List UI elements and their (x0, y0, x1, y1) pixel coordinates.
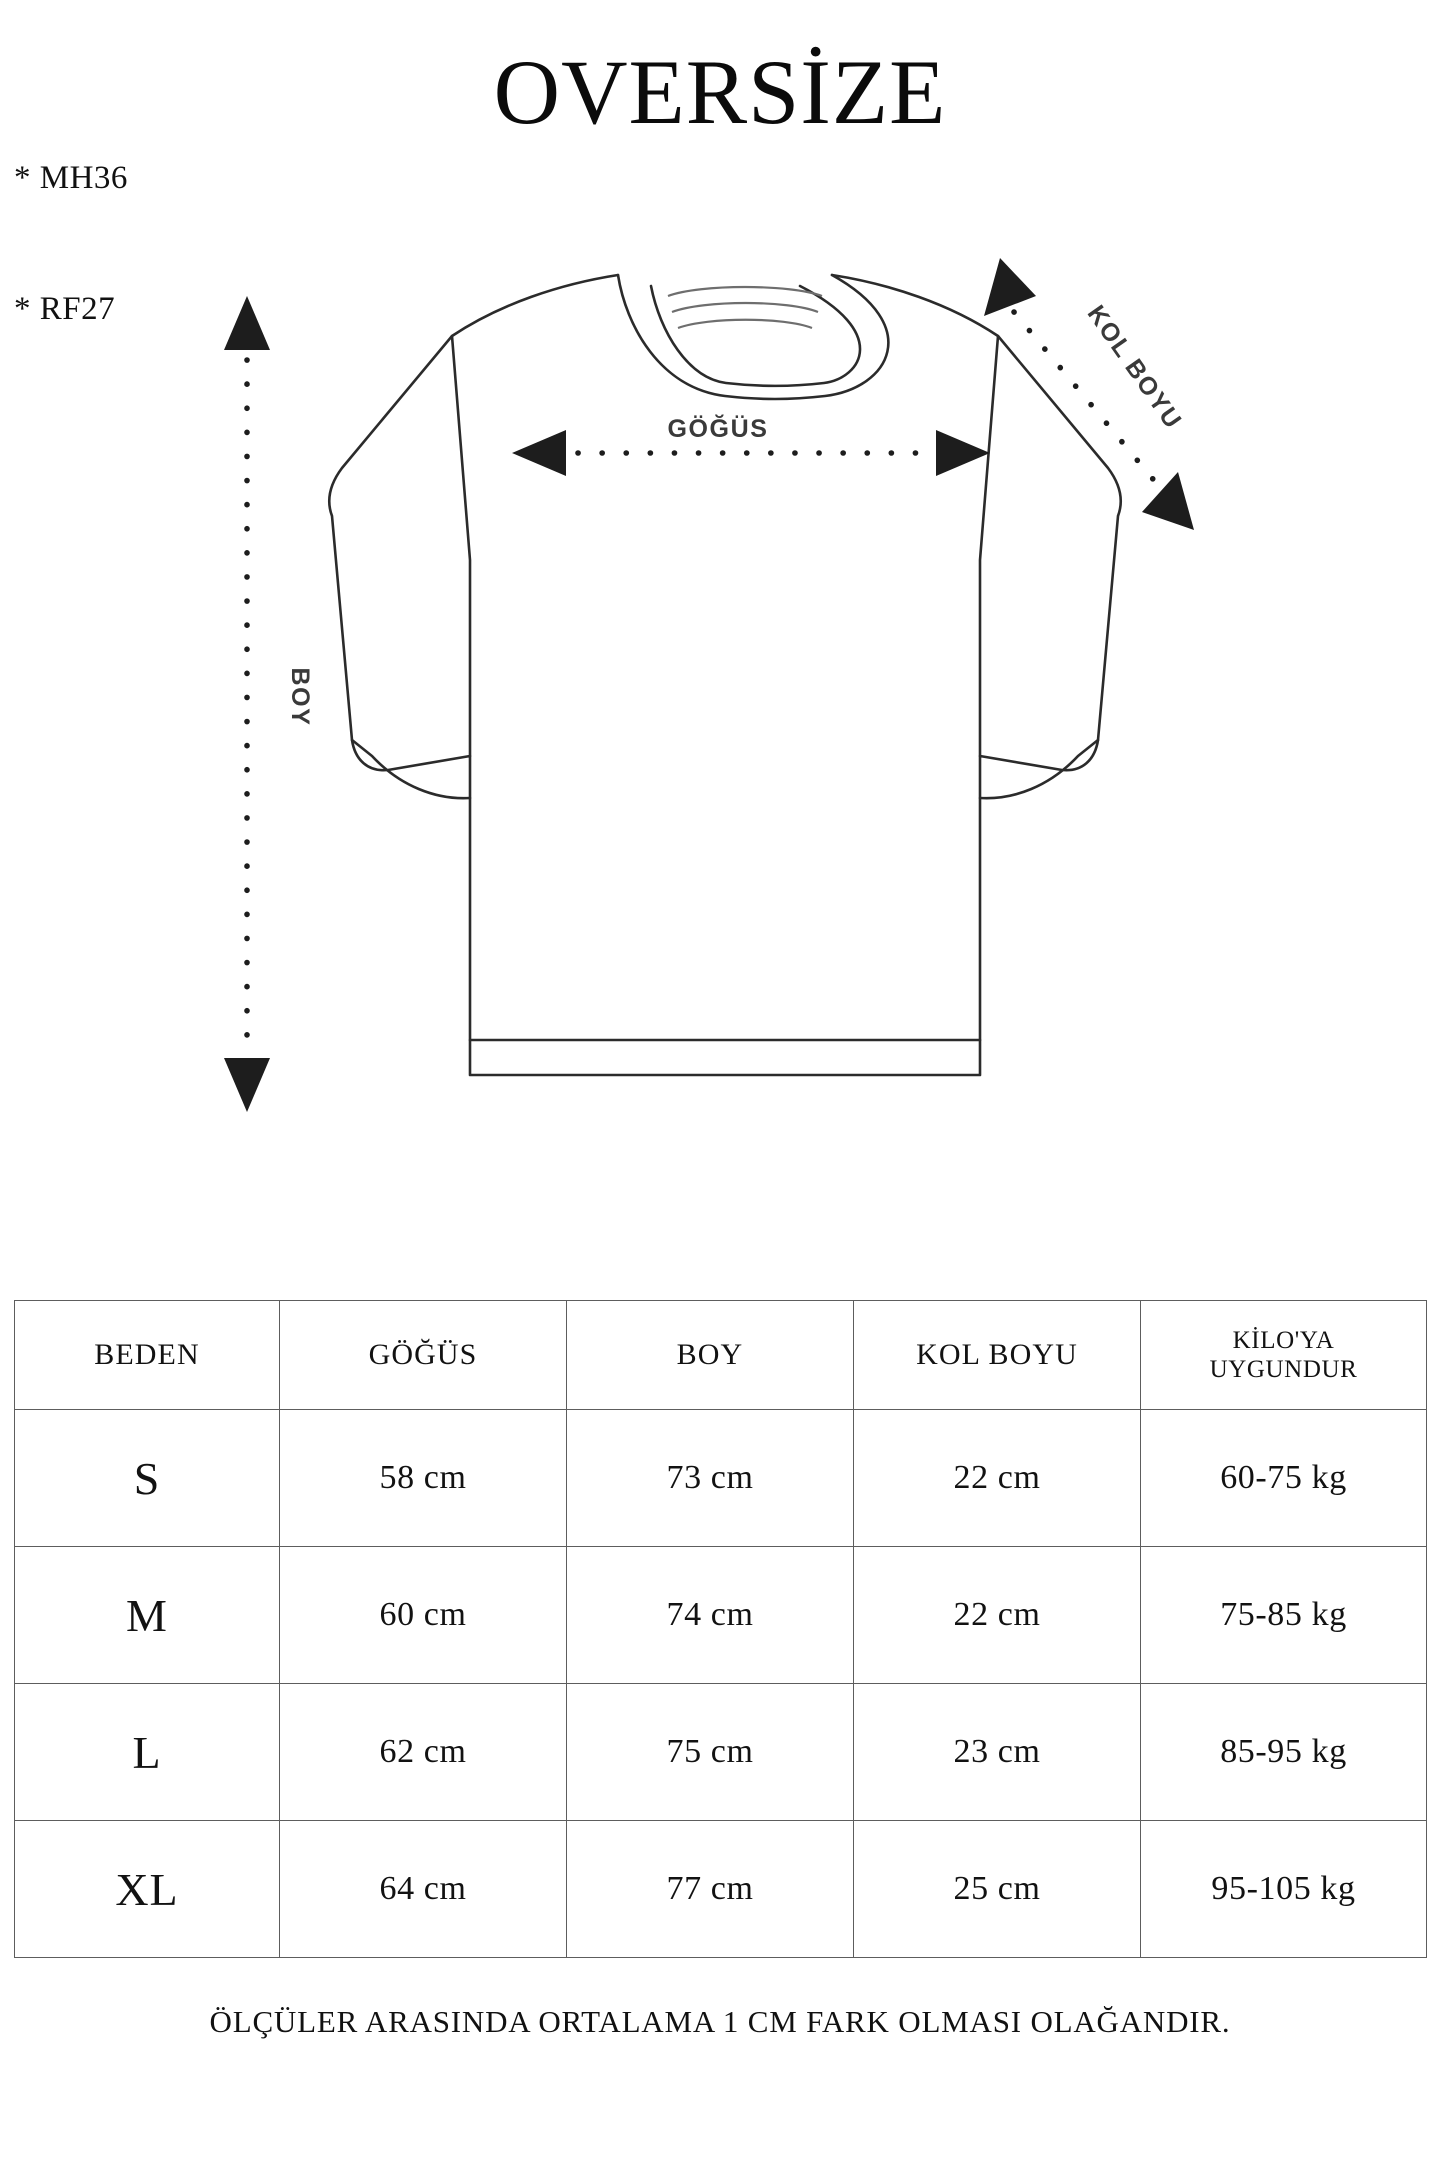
table-row: XL 64 cm 77 cm 25 cm 95-105 kg (14, 1820, 1427, 1958)
cell-gogus: 58 cm (279, 1409, 567, 1547)
cell-boy: 73 cm (566, 1409, 854, 1547)
cell-beden: XL (14, 1820, 280, 1958)
product-code-1: * MH36 (14, 160, 128, 197)
table-row: S 58 cm 73 cm 22 cm 60-75 kg (14, 1409, 1427, 1547)
cell-boy: 77 cm (566, 1820, 854, 1958)
product-code-list: * MH36 * RF27 (14, 70, 128, 418)
cell-kilo: 75-85 kg (1140, 1546, 1427, 1684)
cell-boy: 74 cm (566, 1546, 854, 1684)
cell-kilo: 60-75 kg (1140, 1409, 1427, 1547)
table-row: M 60 cm 74 cm 22 cm 75-85 kg (14, 1546, 1427, 1684)
cell-beden: M (14, 1546, 280, 1684)
table-row: L 62 cm 75 cm 23 cm 85-95 kg (14, 1683, 1427, 1821)
cell-beden: S (14, 1409, 280, 1547)
tshirt-measurement-diagram: BOY (0, 200, 1440, 1290)
cell-boy: 75 cm (566, 1683, 854, 1821)
column-header-kilo-uygundur: KİLO'YA UYGUNDUR (1140, 1300, 1427, 1410)
cell-kol-boyu: 22 cm (853, 1409, 1141, 1547)
product-code-2: * RF27 (14, 290, 116, 327)
chest-dimension-label: GÖĞÜS (667, 414, 768, 443)
cell-kilo: 85-95 kg (1140, 1683, 1427, 1821)
size-chart-table-wrapper: BEDEN GÖĞÜS BOY KOL BOYU KİLO'YA UYGUNDUR… (14, 1300, 1427, 1958)
cell-gogus: 64 cm (279, 1820, 567, 1958)
column-header-kilo-line2: UYGUNDUR (1209, 1356, 1358, 1383)
length-dimension-label: BOY (286, 668, 314, 727)
size-chart-table: BEDEN GÖĞÜS BOY KOL BOYU KİLO'YA UYGUNDUR… (14, 1300, 1427, 1958)
chest-dimension-arrow (512, 430, 990, 476)
sleeve-dimension-label: KOL BOYU (1082, 300, 1188, 434)
column-header-beden: BEDEN (14, 1300, 280, 1410)
tshirt-outline (328, 273, 1122, 1077)
cell-kilo: 95-105 kg (1140, 1820, 1427, 1958)
column-header-kilo-line1: KİLO'YA (1232, 1326, 1335, 1354)
header: * MH36 * RF27 OVERSİZE (0, 0, 1440, 327)
column-header-boy: BOY (566, 1300, 854, 1410)
cell-gogus: 60 cm (279, 1546, 567, 1684)
column-header-gogus: GÖĞÜS (279, 1300, 567, 1410)
length-dimension-arrow (224, 296, 270, 1112)
cell-gogus: 62 cm (279, 1683, 567, 1821)
cell-kol-boyu: 25 cm (853, 1820, 1141, 1958)
page-title: OVERSİZE (493, 41, 947, 143)
cell-kol-boyu: 23 cm (853, 1683, 1141, 1821)
measurement-tolerance-note: ÖLÇÜLER ARASINDA ORTALAMA 1 CM FARK OLMA… (209, 2004, 1231, 2039)
column-header-kol-boyu: KOL BOYU (853, 1300, 1141, 1410)
sleeve-dimension-arrow (984, 258, 1194, 530)
table-header-row: BEDEN GÖĞÜS BOY KOL BOYU KİLO'YA UYGUNDUR (14, 1300, 1427, 1410)
cell-kol-boyu: 22 cm (853, 1546, 1141, 1684)
cell-beden: L (14, 1683, 280, 1821)
